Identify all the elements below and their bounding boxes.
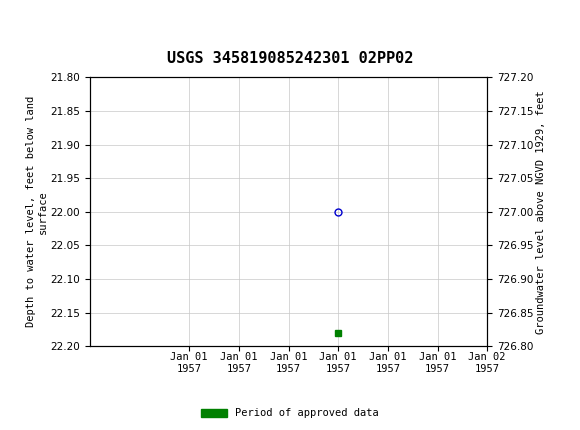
Text: USGS: USGS: [48, 10, 112, 31]
Y-axis label: Groundwater level above NGVD 1929, feet: Groundwater level above NGVD 1929, feet: [536, 90, 546, 334]
Legend: Period of approved data: Period of approved data: [197, 404, 383, 423]
Y-axis label: Depth to water level, feet below land
surface: Depth to water level, feet below land su…: [26, 96, 48, 327]
Text: USGS 345819085242301 02PP02: USGS 345819085242301 02PP02: [167, 51, 413, 65]
